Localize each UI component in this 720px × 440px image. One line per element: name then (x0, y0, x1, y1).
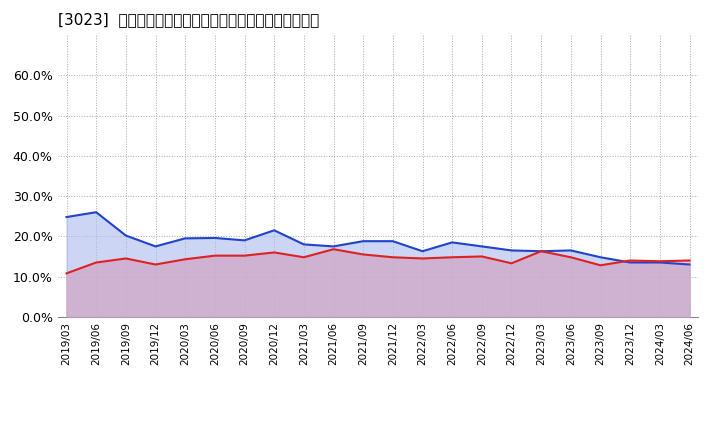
現頒金 (122, 256, 130, 261)
有利子負債 (359, 238, 367, 244)
有利子負債 (122, 233, 130, 238)
現頒金 (62, 271, 71, 276)
現頒金 (92, 260, 101, 265)
有利子負債 (418, 249, 427, 254)
有利子負債 (567, 248, 575, 253)
現頒金 (151, 262, 160, 267)
有利子負債 (181, 236, 189, 241)
現頒金 (359, 252, 367, 257)
有利子負債 (151, 244, 160, 249)
現頒金 (418, 256, 427, 261)
有利子負債 (240, 238, 249, 243)
Line: 有利子負債: 有利子負債 (66, 212, 690, 264)
有利子負債 (270, 227, 279, 233)
有利子負債 (210, 235, 219, 241)
現頒金 (270, 250, 279, 255)
現頒金 (626, 258, 634, 263)
有利子負債 (477, 244, 486, 249)
有利子負債 (655, 260, 664, 265)
有利子負債 (507, 248, 516, 253)
有利子負債 (448, 240, 456, 245)
現頒金 (567, 255, 575, 260)
有利子負債 (92, 209, 101, 215)
有利子負債 (300, 242, 308, 247)
有利子負債 (329, 244, 338, 249)
Text: [3023]  現頒金、有利子負債の総資産に対する比率の推移: [3023] 現頒金、有利子負債の総資産に対する比率の推移 (58, 12, 319, 27)
現頒金 (329, 246, 338, 252)
現頒金 (537, 249, 546, 254)
有利子負債 (626, 260, 634, 265)
有利子負債 (62, 214, 71, 220)
現頒金 (596, 263, 605, 268)
現頒金 (655, 259, 664, 264)
現頒金 (181, 257, 189, 262)
現頒金 (300, 255, 308, 260)
有利子負債 (537, 249, 546, 254)
有利子負債 (596, 255, 605, 260)
現頒金 (507, 260, 516, 266)
現頒金 (389, 255, 397, 260)
現頒金 (210, 253, 219, 258)
現頒金 (477, 254, 486, 259)
現頒金 (240, 253, 249, 258)
有利子負債 (389, 238, 397, 244)
Line: 現頒金: 現頒金 (66, 249, 690, 273)
有利子負債 (685, 262, 694, 267)
現頒金 (685, 258, 694, 263)
現頒金 (448, 255, 456, 260)
